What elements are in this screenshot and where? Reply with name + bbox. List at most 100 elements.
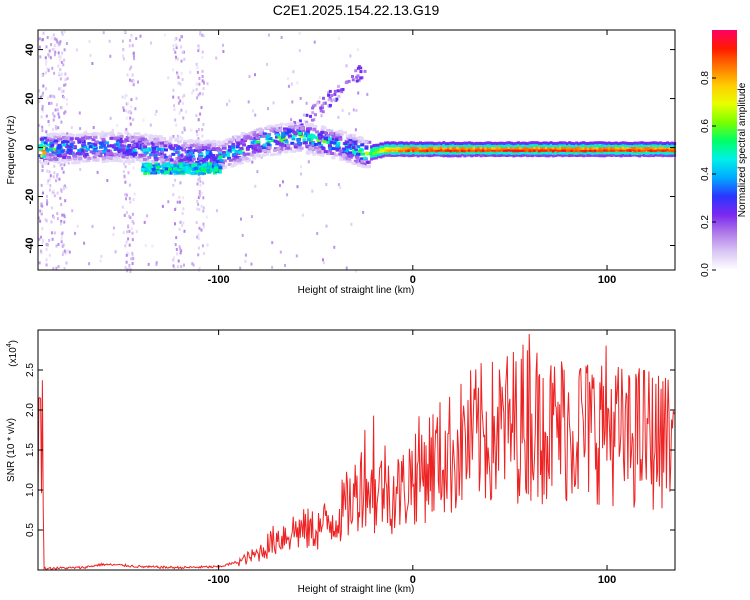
heatmap-cell	[402, 146, 406, 150]
heatmap-cell	[229, 138, 234, 142]
heatmap-cell	[208, 162, 212, 166]
heatmap-cell	[310, 118, 314, 122]
heatmap-cell	[668, 144, 672, 148]
heatmap-cell	[414, 142, 418, 145]
heatmap-cell	[477, 144, 481, 148]
heatmap-cell	[197, 246, 200, 250]
heatmap-cell	[193, 148, 198, 152]
heatmap-cell	[617, 151, 621, 155]
heatmap-cell	[155, 263, 158, 266]
heatmap-cell	[126, 152, 131, 156]
heatmap-cell	[528, 153, 532, 157]
heatmap-cell	[180, 170, 185, 174]
heatmap-cell	[121, 155, 126, 159]
heatmap-cell	[498, 154, 502, 157]
heatmap-cell	[144, 160, 149, 164]
heatmap-cell	[558, 141, 562, 145]
heatmap-cell	[117, 151, 122, 155]
heatmap-cell	[182, 196, 184, 200]
heatmap-cell	[318, 136, 323, 140]
heatmap-cell	[70, 133, 75, 137]
heatmap-cell	[154, 150, 159, 154]
heatmap-cell	[55, 179, 58, 183]
heatmap-cell	[495, 143, 499, 147]
heatmap-cell	[62, 143, 67, 147]
heatmap-cell	[316, 232, 319, 235]
heatmap-cell	[175, 138, 180, 142]
heatmap-cell	[572, 151, 576, 155]
heatmap-cell	[652, 154, 656, 158]
heatmap-cell	[514, 141, 518, 145]
heatmap-cell	[181, 162, 185, 166]
heatmap-cell	[402, 154, 406, 158]
heatmap-cell	[72, 154, 77, 158]
heatmap-cell	[535, 151, 539, 155]
heatmap-cell	[514, 144, 518, 148]
heatmap-cell	[200, 228, 203, 232]
heatmap-cell	[130, 98, 133, 102]
snr-y-ticks: 0.51.01.52.02.5	[25, 363, 675, 537]
heatmap-cell	[188, 155, 193, 159]
heatmap-cell	[305, 113, 309, 117]
heatmap-cell	[619, 143, 623, 147]
heatmap-cell	[605, 151, 609, 155]
heatmap-cell	[374, 143, 378, 147]
heatmap-cell	[360, 159, 365, 163]
heatmap-cell	[227, 148, 232, 152]
heatmap-cell	[635, 149, 639, 153]
heatmap-cell	[519, 154, 523, 158]
heatmap-cell	[60, 132, 65, 136]
x-tick-label: 100	[598, 574, 616, 586]
heatmap-cell	[159, 162, 164, 166]
heatmap-cell	[180, 71, 183, 75]
heatmap-cell	[195, 161, 200, 164]
heatmap-cell	[61, 167, 64, 170]
heatmap-cell	[614, 146, 618, 150]
heatmap-cell	[132, 221, 135, 225]
heatmap-cell	[179, 251, 182, 255]
heatmap-cell	[134, 138, 139, 142]
heatmap-cell	[48, 238, 51, 242]
heatmap-cell	[412, 151, 415, 155]
heatmap-cell	[132, 52, 135, 55]
heatmap-cell	[537, 154, 541, 158]
heatmap-cell	[426, 144, 429, 148]
heatmap-cell	[316, 101, 319, 105]
heatmap-cell	[202, 225, 205, 229]
heatmap-cell	[268, 137, 273, 140]
heatmap-cell	[610, 144, 614, 148]
heatmap-cell	[305, 120, 309, 124]
heatmap-cell	[127, 143, 132, 147]
heatmap-cell	[43, 141, 48, 145]
heatmap-cell	[433, 153, 436, 157]
heatmap-cell	[295, 254, 298, 258]
heatmap-cell	[169, 162, 174, 166]
heatmap-cell	[603, 146, 607, 150]
heatmap-cell	[358, 148, 363, 152]
heatmap-cell	[435, 153, 439, 157]
heatmap-cell	[203, 143, 208, 147]
heatmap-cell	[122, 48, 125, 52]
heatmap-cell	[322, 102, 326, 105]
heatmap-cell	[132, 257, 135, 261]
heatmap-cell	[42, 91, 44, 95]
heatmap-cell	[146, 142, 151, 146]
heatmap-cell	[449, 143, 453, 147]
heatmap-cell	[428, 146, 432, 150]
heatmap-cell	[454, 148, 457, 152]
heatmap-cell	[181, 131, 184, 134]
heatmap-cell	[196, 166, 201, 170]
heatmap-cell	[47, 120, 50, 123]
heatmap-cell	[218, 148, 223, 152]
heatmap-cell	[563, 146, 567, 150]
heatmap-cell	[600, 154, 604, 158]
heatmap-cell	[551, 144, 555, 148]
heatmap-cell	[414, 151, 418, 155]
heatmap-cell	[614, 151, 618, 155]
heatmap-cell	[600, 151, 604, 155]
heatmap-cell	[290, 141, 295, 145]
heatmap-cell	[51, 94, 54, 98]
heatmap-cell	[261, 146, 266, 150]
heatmap-cell	[105, 141, 109, 145]
heatmap-cell	[437, 143, 441, 147]
